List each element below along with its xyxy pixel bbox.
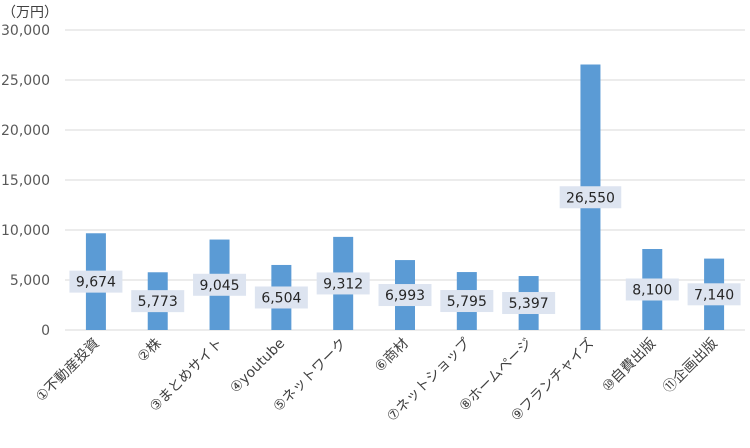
y-tick-label: 0 — [41, 323, 50, 339]
gridlines — [65, 29, 745, 331]
x-category-label: ④youtube — [227, 336, 288, 397]
data-label-box — [625, 278, 679, 301]
x-category-label: ②株 — [134, 336, 164, 366]
y-axis-ticks: 0 5,000 10,000 15,000 20,000 25,000 30,000 — [1, 23, 50, 339]
y-tick-label: 25,000 — [1, 73, 50, 89]
data-label: 5,397 — [509, 296, 549, 312]
data-label: 9,674 — [76, 275, 116, 291]
data-label: 9,045 — [199, 278, 239, 294]
x-category-label: ⑪企画出版 — [659, 335, 721, 397]
y-axis-unit-label: （万円） — [2, 5, 58, 21]
x-category-label: ⑥商材 — [372, 336, 412, 376]
data-label-box — [131, 290, 185, 313]
data-label-box — [440, 290, 494, 313]
y-tick-label: 30,000 — [1, 23, 50, 39]
x-category-label: ⑩自費出版 — [599, 336, 659, 396]
data-labels: 9,674 5,773 9,045 6,504 9,312 6,993 5,795 5,397… — [69, 186, 741, 315]
data-label: 26,550 — [566, 190, 615, 206]
data-label-box — [559, 186, 622, 209]
data-label: 8,100 — [632, 283, 672, 299]
data-label: 5,773 — [138, 294, 178, 310]
data-label-box — [254, 286, 308, 309]
data-label-box — [316, 272, 370, 295]
data-label: 5,795 — [447, 294, 487, 310]
y-tick-label: 5,000 — [10, 273, 50, 289]
data-label-box — [69, 270, 123, 293]
data-label-box — [687, 283, 741, 306]
data-label: 6,504 — [261, 290, 301, 306]
data-label-box — [193, 273, 247, 296]
y-tick-label: 15,000 — [1, 173, 50, 189]
y-tick-label: 10,000 — [1, 223, 50, 239]
x-category-label: ①不動産投資 — [33, 336, 103, 406]
data-label: 6,993 — [385, 288, 425, 304]
data-label-box — [378, 284, 432, 307]
y-tick-label: 20,000 — [1, 123, 50, 139]
data-label: 9,312 — [323, 276, 363, 292]
data-label-box — [502, 292, 556, 315]
data-label: 7,140 — [694, 287, 734, 303]
